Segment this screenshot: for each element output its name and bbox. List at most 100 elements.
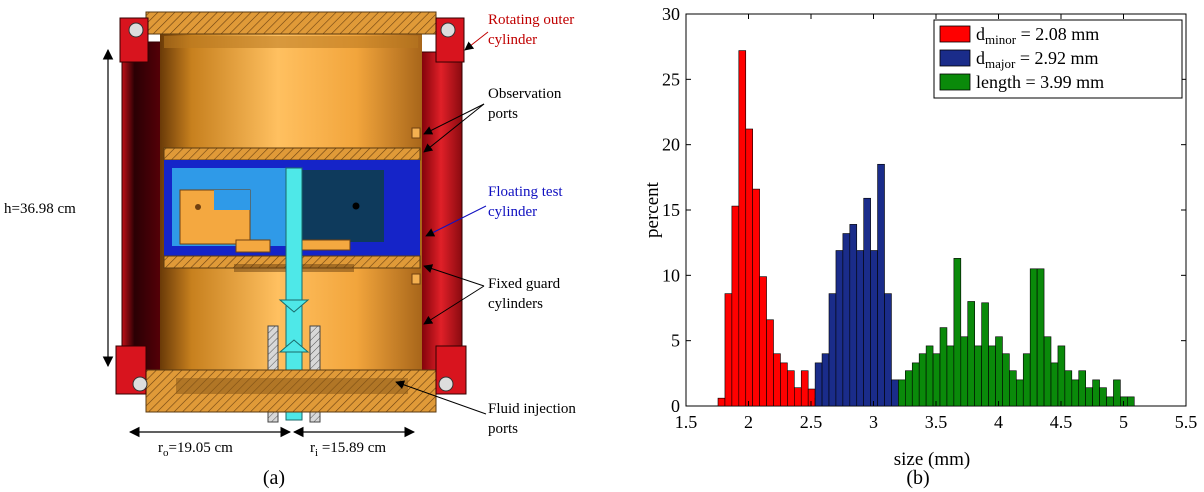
x-tick-label: 3.5 [925,412,948,432]
inner-radius-label: ri =15.89 cm [310,440,386,459]
upper-guard-plate [163,147,421,161]
fixed-guard-cylinders-label: Fixed guard cylinders [488,276,564,312]
histogram-bar [717,397,726,407]
histogram-bar [1106,396,1114,407]
histogram-bar [918,353,927,407]
x-tick-label: 5 [1119,412,1128,432]
histogram-bar [1127,396,1135,407]
outer-radius-label: ro=19.05 cm [158,440,233,459]
x-tick-label: 1.5 [675,412,698,432]
floating-test-cylinder-label: Floating test cylinder [488,184,566,220]
legend-swatch [939,73,971,91]
histogram-bar [731,205,740,407]
rotating-cylinder-label: Rotating outer cylinder [488,12,578,48]
histogram-bar [1043,336,1052,407]
histogram-bar [828,293,837,407]
height-label: h=36.98 cm [4,201,76,217]
y-tick-label: 0 [671,396,680,416]
central-shaft [285,167,303,421]
histogram-bar [1050,362,1059,407]
histogram-bar [898,379,906,407]
histogram-bar [800,370,809,407]
histogram-bar [981,302,989,407]
top-flange [145,11,437,35]
histogram-bar [905,370,913,407]
panel-b-caption: (b) [906,467,929,489]
histogram-bar [939,327,948,407]
size-histogram: 1.5 2 2.5 3 3.5 4 4.5 5 5.5 0 5 10 15 20 25 30 dminor =… [642,4,1197,489]
legend-box [933,19,1183,99]
histogram-bar [1085,387,1093,407]
histogram-bar [1036,268,1045,407]
histogram-bar [856,250,864,407]
x-tick-label: 5.5 [1175,412,1198,432]
y-tick-label: 30 [662,4,680,24]
x-tick-label: 2 [744,412,753,432]
histogram-bar [891,379,899,407]
histogram-bar [911,362,920,407]
y-tick-label: 10 [662,265,680,285]
histogram-bar [870,250,878,407]
histogram-bar [932,353,941,407]
histogram-bar [974,345,982,407]
histogram-bar [752,188,760,407]
histogram-bar [1016,379,1024,407]
histogram-bar [1064,370,1073,407]
histogram-bar [1022,353,1031,407]
histogram-bar [967,301,975,407]
legend-entry: length = 3.99 mm [976,72,1104,92]
x-tick-label: 4.5 [1050,412,1073,432]
histogram-bar [780,362,788,407]
histogram-bar [1071,379,1080,407]
histogram-bar [1002,353,1010,407]
histogram-bar [794,387,802,407]
x-tick-label: 4 [994,412,1003,432]
legend-swatch [939,49,971,67]
histogram-bar [787,370,795,407]
x-tick-label: 3 [869,412,878,432]
outer-cylinder-left-wall [121,41,165,371]
histogram-bar [953,258,962,407]
panel-a-caption: (a) [263,467,285,489]
apparatus-diagram: Rotating outer cylinder Observation port… [4,11,580,489]
y-tick-label: 20 [662,135,680,155]
histogram-bar [724,293,733,407]
y-tick-label: 5 [671,331,680,351]
histogram-bar [884,293,892,407]
legend-entry: dmajor = 2.92 mm [976,48,1098,71]
histogram-bar [1078,370,1086,407]
histogram-bar [877,163,885,407]
histogram-bar [807,388,816,407]
histogram-bar [745,128,753,407]
histogram-bar [821,353,830,407]
histogram-bar [1113,379,1121,407]
histogram-bar [995,336,1003,407]
histogram-bar [1009,370,1017,407]
y-axis-label: percent [642,181,663,238]
observation-ports-label: Observation ports [488,86,565,122]
histogram-bar [1029,268,1038,407]
histogram-bar [849,224,858,407]
histogram-bar [925,345,934,407]
histogram-bar [759,276,767,407]
histogram-bar [960,336,969,407]
histogram-bar [738,50,747,407]
histogram-bar [842,233,851,407]
histogram-bar [1092,379,1100,407]
histogram-bar [814,362,823,407]
histogram-bar [863,197,871,407]
x-tick-label: 2.5 [800,412,823,432]
histogram-bar [988,345,996,407]
histogram-bar [835,250,844,407]
histogram-bar [1099,387,1107,407]
fluid-injection-ports-label: Fluid injection ports [488,401,580,437]
y-tick-label: 25 [662,69,680,89]
legend-entry: dminor = 2.08 mm [976,24,1099,47]
legend-swatch [939,25,971,43]
x-axis-label: size (mm) [894,449,971,470]
histogram-bar [773,353,781,407]
histogram-bar [1057,345,1066,407]
histogram-bar [766,319,774,407]
y-tick-label: 15 [662,200,680,220]
